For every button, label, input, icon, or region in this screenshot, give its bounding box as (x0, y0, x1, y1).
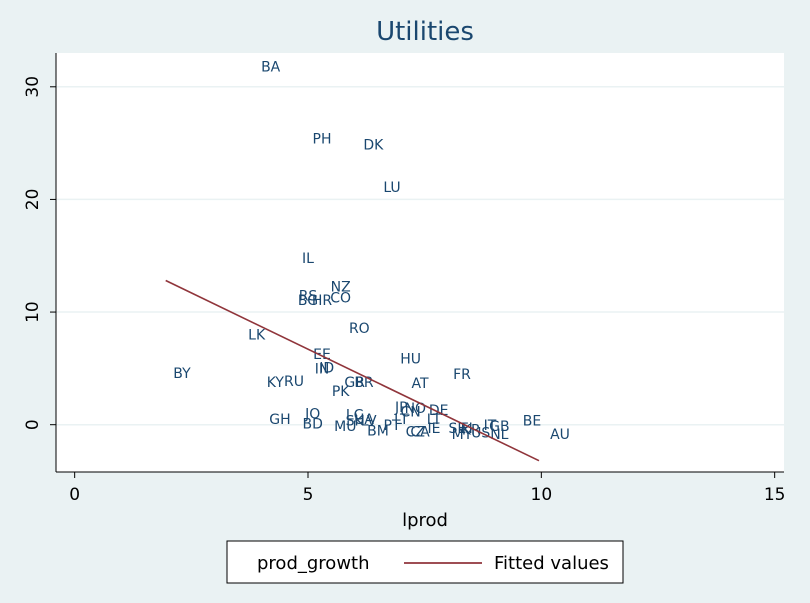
plot-background (56, 53, 784, 472)
data-point-label: GH (269, 412, 290, 428)
data-point-label: IL (302, 251, 314, 267)
data-point-label: RS (299, 288, 318, 304)
y-tick-label: 30 (23, 76, 43, 98)
data-point-label: BG (298, 293, 318, 309)
data-point-label: SK (346, 413, 365, 429)
legend-label: Fitted values (494, 553, 609, 574)
data-point-label: LT (427, 412, 442, 428)
data-point-label: IT (484, 418, 497, 434)
data-point-label: LT (394, 412, 409, 428)
data-point-label: BR (354, 375, 374, 391)
data-point-label: MY (452, 427, 473, 443)
data-point-label: MU (334, 419, 356, 435)
data-point-label: PH (313, 132, 332, 148)
data-point-label: BE (523, 413, 541, 429)
data-point-label: PK (332, 384, 350, 400)
data-point-label: SE (448, 421, 466, 437)
data-point-label: PT (384, 418, 401, 434)
data-point-label: AU (550, 427, 570, 443)
data-point-label: IN (315, 362, 330, 378)
data-point-label: BA (261, 60, 281, 76)
data-point-label: DK (363, 137, 384, 153)
data-point-label: KY (267, 375, 285, 391)
x-tick-label: 15 (764, 485, 786, 505)
data-point-label: CO (330, 291, 351, 307)
data-point-label: LC (346, 408, 364, 424)
data-point-label: JO (304, 407, 320, 423)
data-point-label: GB (489, 419, 509, 435)
data-point-label: LU (383, 180, 400, 196)
data-point-label: BM (367, 423, 389, 439)
data-point-label: CA (410, 425, 430, 441)
data-point-label: HU (400, 351, 421, 367)
x-axis-title: lprod (402, 510, 448, 531)
data-point-label: CZ (406, 425, 425, 441)
data-point-label: ID (319, 360, 334, 376)
data-point-label: LV (361, 413, 377, 429)
x-tick-label: 10 (531, 485, 553, 505)
x-tick-label: 5 (303, 485, 314, 505)
y-tick-label: 10 (23, 301, 43, 323)
data-point-label: BY (173, 366, 191, 382)
data-point-label: RO (349, 321, 370, 337)
data-point-label: FR (453, 367, 471, 383)
legend: prod_growth Fitted values (226, 540, 624, 584)
data-point-label: JP (394, 400, 408, 416)
data-point-label: AT (411, 376, 428, 392)
data-point-label: IE (428, 421, 441, 437)
chart-title: Utilities (376, 17, 474, 47)
data-point-label: NO (405, 401, 427, 417)
y-tick-label: 0 (23, 419, 43, 430)
data-point-label: GR (344, 375, 365, 391)
y-tick-label: 20 (23, 189, 43, 211)
data-point-label: BD (302, 417, 322, 433)
data-point-label: NL (490, 427, 508, 443)
fitted-line (165, 279, 540, 462)
data-point-label: NZ (331, 279, 351, 295)
data-point-label: RU (284, 374, 304, 390)
data-point-label: UA (354, 412, 374, 428)
legend-box (226, 540, 624, 584)
data-point-label: CN (401, 404, 421, 420)
data-point-label: US (471, 426, 490, 442)
legend-label: prod_growth (257, 553, 370, 574)
data-point-label: LK (248, 328, 266, 344)
x-tick-label: 0 (69, 485, 80, 505)
data-point-label: HR (312, 293, 333, 309)
